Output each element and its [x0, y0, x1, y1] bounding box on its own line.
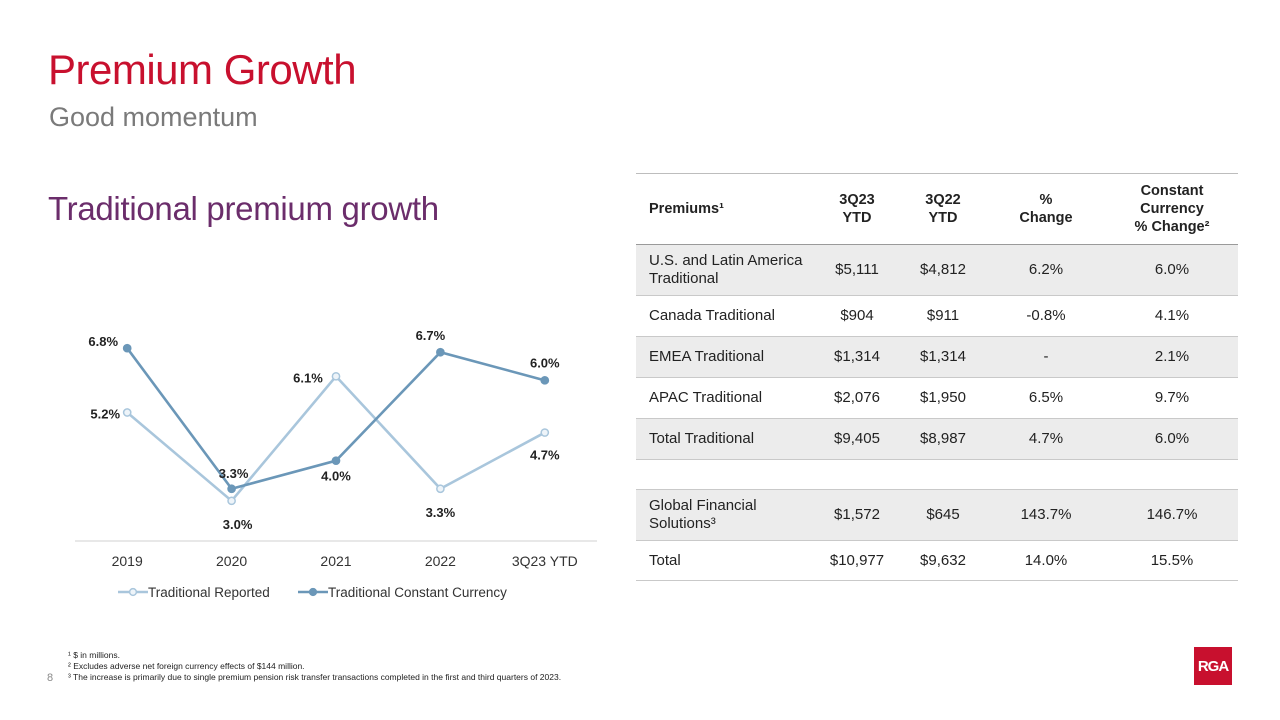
table-row: Total Traditional $9,405 $8,987 4.7% 6.0… — [636, 418, 1238, 460]
data-point — [436, 484, 445, 494]
table-spacer-row — [636, 459, 1238, 490]
table-row: Canada Traditional $904 $911 -0.8% 4.1% — [636, 295, 1238, 337]
x-tick-label: 3Q23 YTD — [512, 553, 578, 569]
data-label: 3.3% — [426, 505, 456, 520]
x-tick-label: 2021 — [320, 553, 351, 569]
section-title: Traditional premium growth — [48, 190, 439, 227]
data-label: 3.3% — [219, 466, 249, 481]
cell-3q22: $1,950 — [900, 377, 986, 419]
cell-pct-change: 6.2% — [986, 244, 1106, 296]
cell-pct-change: - — [986, 336, 1106, 378]
data-label: 4.0% — [321, 469, 351, 484]
row-label: U.S. and Latin America Traditional — [636, 244, 814, 296]
data-label: 6.0% — [530, 355, 560, 370]
page-title: Premium Growth — [48, 46, 357, 93]
header-3q22-ytd: 3Q22 YTD — [900, 173, 986, 245]
premiums-table: Premiums¹ 3Q23 YTD 3Q22 YTD % Change Consta… — [636, 173, 1238, 581]
cell-3q23: $9,405 — [814, 418, 900, 460]
table-row: U.S. and Latin America Traditional $5,111… — [636, 244, 1238, 296]
cell-cc-change: 4.1% — [1106, 295, 1238, 337]
cell-3q22: $645 — [900, 489, 986, 541]
cell-cc-change: 6.0% — [1106, 418, 1238, 460]
header-constant-currency: Constant Currency% Change² — [1106, 173, 1238, 245]
legend-label: Traditional Constant Currency — [328, 585, 507, 600]
data-label: 5.2% — [90, 406, 120, 421]
data-label: 6.1% — [293, 370, 323, 385]
data-label: 4.7% — [530, 448, 560, 463]
table-row: APAC Traditional $2,076 $1,950 6.5% 9.7% — [636, 377, 1238, 419]
cell-3q22: $1,314 — [900, 336, 986, 378]
header-premiums: Premiums¹ — [636, 173, 814, 245]
cell-3q23: $1,314 — [814, 336, 900, 378]
header-3q23-ytd: 3Q23 YTD — [814, 173, 900, 245]
data-point — [436, 347, 445, 357]
cell-pct-change: 143.7% — [986, 489, 1106, 541]
cell-3q23: $10,977 — [814, 540, 900, 581]
x-tick-label: 2022 — [425, 553, 456, 569]
cell-cc-change: 6.0% — [1106, 244, 1238, 296]
cell-3q23: $2,076 — [814, 377, 900, 419]
rga-logo: RGA — [1194, 647, 1232, 685]
row-label: Global Financial Solutions³ — [636, 489, 814, 541]
cell-pct-change: 6.5% — [986, 377, 1106, 419]
cell-3q23: $5,111 — [814, 244, 900, 296]
data-label: 6.7% — [416, 328, 446, 343]
legend-swatch-marker — [128, 587, 138, 597]
data-point — [227, 484, 236, 494]
data-point — [227, 496, 236, 506]
footnote-3: ³ The increase is primarily due to singl… — [68, 672, 562, 682]
header-pct-change: % Change — [986, 173, 1106, 245]
data-point — [331, 371, 341, 381]
cell-cc-change: 15.5% — [1106, 540, 1238, 581]
footnote-1: ¹ $ in millions. — [68, 650, 120, 660]
data-label: 3.0% — [223, 517, 253, 532]
cell-cc-change: 2.1% — [1106, 336, 1238, 378]
footnote-2: ² Excludes adverse net foreign currency … — [68, 661, 305, 671]
table-header-row: Premiums¹ 3Q23 YTD 3Q22 YTD % Change Consta… — [636, 173, 1238, 245]
row-label: Total Traditional — [636, 418, 814, 460]
cell-pct-change: -0.8% — [986, 295, 1106, 337]
cell-pct-change: 14.0% — [986, 540, 1106, 581]
spacer-cell — [636, 459, 1238, 490]
row-label: Total — [636, 540, 814, 581]
cell-3q22: $4,812 — [900, 244, 986, 296]
cell-cc-change: 9.7% — [1106, 377, 1238, 419]
row-label: APAC Traditional — [636, 377, 814, 419]
cell-pct-change: 4.7% — [986, 418, 1106, 460]
row-label: Canada Traditional — [636, 295, 814, 337]
page-subtitle: Good momentum — [49, 102, 258, 132]
cell-3q22: $9,632 — [900, 540, 986, 581]
premium-growth-line-chart: 2019 2020 2021 2022 3Q23 YTD 5.2% 3.0% 6.1% 3.3%… — [75, 328, 597, 600]
cell-3q23: $1,572 — [814, 489, 900, 541]
legend-swatch-marker — [308, 587, 318, 597]
cell-3q22: $8,987 — [900, 418, 986, 460]
row-label: EMEA Traditional — [636, 336, 814, 378]
legend-label: Traditional Reported — [148, 585, 270, 600]
x-tick-label: 2020 — [216, 553, 247, 569]
cell-cc-change: 146.7% — [1106, 489, 1238, 541]
table-row: EMEA Traditional $1,314 $1,314 - 2.1% — [636, 336, 1238, 378]
data-point — [331, 456, 341, 466]
data-label: 6.8% — [88, 334, 118, 349]
data-point — [540, 375, 550, 385]
x-tick-label: 2019 — [112, 553, 143, 569]
data-point — [122, 408, 132, 417]
cell-3q23: $904 — [814, 295, 900, 337]
data-point — [122, 343, 132, 353]
table-row: Total $10,977 $9,632 14.0% 15.5% — [636, 540, 1238, 581]
page-number: 8 — [47, 672, 54, 684]
cell-3q22: $911 — [900, 295, 986, 337]
footnotes: ¹ $ in millions. ² Excludes adverse net … — [68, 650, 561, 683]
data-point — [540, 428, 550, 437]
table-row: Global Financial Solutions³ $1,572 $645 1… — [636, 489, 1238, 541]
